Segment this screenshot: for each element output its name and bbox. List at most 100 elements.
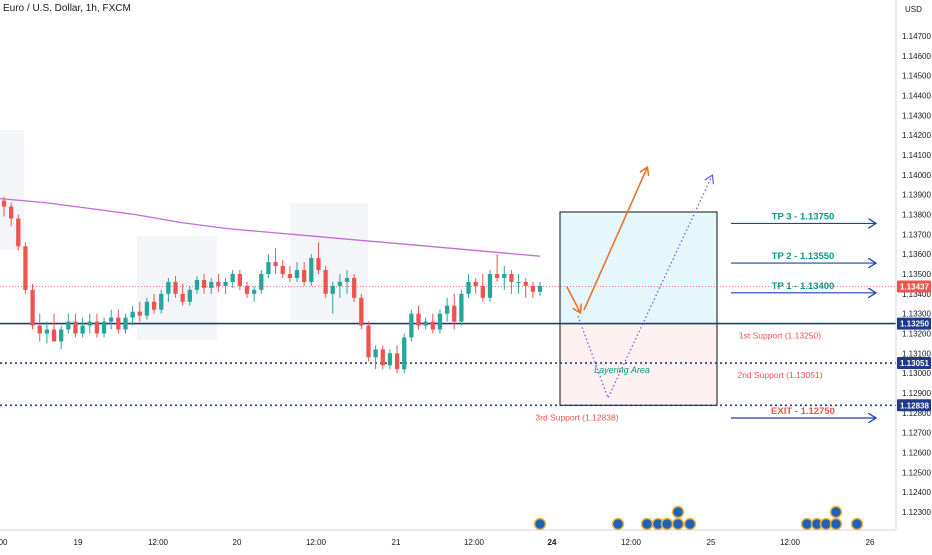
candle[interactable] bbox=[352, 274, 357, 302]
candle[interactable] bbox=[302, 262, 307, 286]
candle[interactable] bbox=[230, 270, 235, 288]
candle[interactable] bbox=[101, 317, 107, 338]
economic-event-icon[interactable] bbox=[829, 517, 843, 531]
candle[interactable] bbox=[259, 270, 264, 294]
candle[interactable] bbox=[130, 305, 135, 326]
candle[interactable] bbox=[237, 270, 242, 290]
price-tick-label: 1.13200 bbox=[902, 330, 931, 339]
candle[interactable] bbox=[294, 262, 300, 282]
candle-body bbox=[473, 281, 478, 286]
candle[interactable] bbox=[187, 285, 192, 306]
candle[interactable] bbox=[280, 260, 285, 278]
event-icon-circle bbox=[683, 517, 697, 531]
candle[interactable] bbox=[359, 293, 364, 330]
loss-zone[interactable] bbox=[559, 323, 718, 406]
candle[interactable] bbox=[523, 277, 528, 298]
candle[interactable] bbox=[437, 309, 443, 334]
economic-event-icon[interactable] bbox=[671, 505, 685, 519]
candle[interactable] bbox=[94, 313, 100, 338]
candle[interactable] bbox=[423, 317, 428, 330]
candle[interactable] bbox=[373, 345, 378, 370]
candle[interactable] bbox=[530, 281, 535, 298]
candle[interactable] bbox=[159, 289, 164, 314]
candle[interactable] bbox=[402, 333, 407, 374]
candle[interactable] bbox=[287, 266, 293, 282]
candle[interactable] bbox=[216, 274, 221, 292]
candle[interactable] bbox=[73, 313, 78, 338]
candle-body bbox=[344, 277, 350, 282]
candle[interactable] bbox=[502, 266, 507, 290]
candle[interactable] bbox=[44, 321, 50, 344]
candle[interactable] bbox=[201, 274, 207, 294]
candle[interactable] bbox=[144, 297, 150, 320]
candle[interactable] bbox=[273, 248, 278, 274]
candle[interactable] bbox=[59, 325, 64, 350]
candle[interactable] bbox=[387, 349, 393, 370]
candle[interactable] bbox=[394, 345, 400, 374]
candle[interactable] bbox=[151, 293, 157, 314]
candle[interactable] bbox=[87, 313, 92, 334]
time-tick-label: 25 bbox=[707, 538, 716, 547]
candle[interactable] bbox=[23, 242, 28, 294]
candle[interactable] bbox=[309, 254, 314, 286]
event-icon-circle bbox=[671, 517, 685, 531]
candle[interactable] bbox=[459, 289, 464, 326]
candle[interactable] bbox=[116, 309, 121, 334]
candle[interactable] bbox=[466, 274, 471, 298]
candle[interactable] bbox=[9, 202, 14, 227]
candle[interactable] bbox=[251, 285, 257, 302]
candle[interactable] bbox=[452, 293, 457, 330]
candle[interactable] bbox=[180, 283, 185, 306]
candle[interactable] bbox=[266, 254, 271, 278]
economic-event-icon[interactable] bbox=[850, 517, 864, 531]
candle[interactable] bbox=[409, 309, 414, 342]
economic-event-icon[interactable] bbox=[829, 505, 843, 519]
candle[interactable] bbox=[1, 196, 7, 217]
candle[interactable] bbox=[537, 281, 543, 296]
candle[interactable] bbox=[444, 297, 450, 322]
candle[interactable] bbox=[380, 345, 385, 370]
economic-event-icon[interactable] bbox=[683, 517, 697, 531]
candle[interactable] bbox=[487, 270, 493, 302]
economic-event-icon[interactable] bbox=[671, 517, 685, 531]
candle[interactable] bbox=[16, 214, 21, 251]
candle[interactable] bbox=[244, 281, 250, 298]
candle[interactable] bbox=[137, 301, 142, 322]
candle[interactable] bbox=[51, 313, 57, 342]
candle[interactable] bbox=[480, 274, 485, 302]
support-2-label: 2nd Support (1.13051) bbox=[737, 370, 822, 380]
candle[interactable] bbox=[173, 275, 178, 298]
candle[interactable] bbox=[80, 317, 85, 338]
candle[interactable] bbox=[416, 305, 421, 330]
candle[interactable] bbox=[330, 281, 335, 314]
price-marker-label: 1.13051 bbox=[900, 359, 929, 368]
candle[interactable] bbox=[509, 270, 514, 294]
candle[interactable] bbox=[209, 277, 214, 294]
candle[interactable] bbox=[316, 242, 321, 274]
candle[interactable] bbox=[494, 254, 500, 282]
candle[interactable] bbox=[366, 321, 371, 362]
candle[interactable] bbox=[123, 313, 128, 334]
candle[interactable] bbox=[473, 277, 478, 294]
event-icon-circle bbox=[829, 505, 843, 519]
candle[interactable] bbox=[194, 275, 200, 294]
economic-event-icon[interactable] bbox=[640, 517, 654, 531]
candle[interactable] bbox=[223, 277, 228, 294]
candle[interactable] bbox=[344, 270, 350, 294]
economic-event-icon[interactable] bbox=[660, 517, 674, 531]
candle[interactable] bbox=[109, 309, 114, 330]
candle[interactable] bbox=[166, 277, 171, 302]
candle[interactable] bbox=[337, 274, 343, 298]
candle[interactable] bbox=[323, 266, 328, 298]
candle[interactable] bbox=[37, 313, 42, 342]
candle[interactable] bbox=[516, 274, 521, 294]
economic-event-icon[interactable] bbox=[611, 517, 625, 531]
economic-event-icon[interactable] bbox=[533, 517, 547, 531]
candle[interactable] bbox=[66, 313, 71, 334]
candle[interactable] bbox=[430, 313, 435, 334]
profit-zone[interactable] bbox=[559, 211, 718, 325]
chart-title: Euro / U.S. Dollar, 1h, FXCM bbox=[3, 3, 131, 14]
candle[interactable] bbox=[30, 283, 35, 330]
